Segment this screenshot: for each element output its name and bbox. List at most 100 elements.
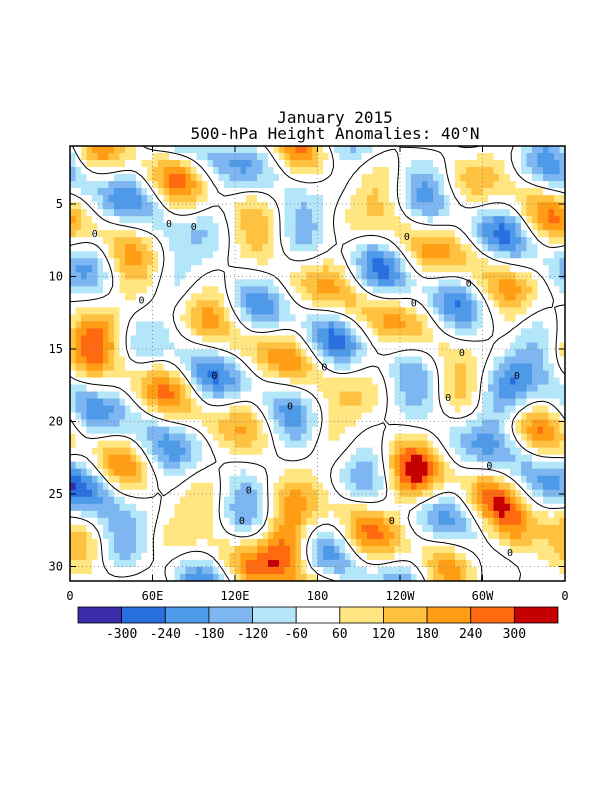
field-cell [125,244,132,252]
field-cell [103,314,110,323]
field-cell [438,307,445,315]
field-cell [108,524,115,533]
field-cell [86,496,93,505]
field-cell [158,384,165,393]
field-cell [180,153,187,161]
field-cell [477,475,484,484]
field-cell [235,349,242,358]
field-cell [356,342,363,351]
field-cell [444,503,451,512]
field-cell [521,279,528,287]
field-cell [136,398,143,407]
field-cell [372,475,379,484]
field-cell [416,167,423,175]
field-cell [383,412,390,421]
field-cell [152,160,159,168]
field-cell [389,363,396,372]
field-cell [273,153,280,161]
field-cell [367,370,374,379]
field-cell [185,433,192,442]
field-cell [279,335,286,344]
field-cell [75,503,82,512]
field-cell [499,300,506,308]
field-cell [422,279,429,287]
field-cell [306,244,313,252]
field-cell [438,300,445,308]
field-cell [532,146,539,154]
field-cell [427,195,434,203]
field-cell [86,342,93,351]
field-cell [416,293,423,301]
field-cell [119,517,126,526]
field-cell [471,419,478,428]
field-cell [383,510,390,519]
field-cell [400,398,407,407]
field-cell [444,223,451,231]
field-cell [213,475,220,484]
field-cell [290,265,297,273]
field-cell [526,223,533,231]
field-cell [97,307,104,315]
field-cell [515,391,522,400]
field-cell [213,510,220,519]
field-cell [482,209,489,217]
field-cell [290,223,297,231]
field-cell [334,230,341,238]
field-cell [158,503,165,512]
field-cell [185,328,192,337]
field-cell [515,265,522,273]
field-cell [537,433,544,442]
field-cell [411,496,418,505]
field-cell [92,482,99,491]
field-cell [526,230,533,238]
field-cell [251,279,258,287]
field-cell [312,349,319,358]
field-cell [86,209,93,217]
field-cell [273,335,280,344]
field-cell [532,230,539,238]
field-cell [510,524,517,533]
field-cell [361,503,368,512]
field-cell [75,356,82,365]
field-cell [361,482,368,491]
field-cell [438,146,445,154]
field-cell [378,265,385,273]
field-cell [130,419,137,428]
field-cell [427,300,434,308]
field-cell [372,391,379,400]
field-cell [389,223,396,231]
field-cell [554,433,561,442]
field-cell [207,531,214,540]
field-cell [400,384,407,393]
field-cell [350,167,357,175]
field-cell [92,426,99,435]
field-cell [400,433,407,442]
field-cell [427,377,434,386]
field-cell [185,167,192,175]
field-cell [372,307,379,315]
field-cell [158,328,165,337]
field-cell [559,195,565,203]
field-cell [471,265,478,273]
field-cell [196,293,203,301]
field-cell [433,419,440,428]
field-cell [262,272,269,280]
field-cell [251,475,258,484]
field-cell [356,244,363,252]
field-cell [510,216,517,224]
field-cell [86,181,93,189]
field-cell [400,195,407,203]
field-cell [290,342,297,351]
field-cell [262,370,269,379]
field-cell [532,370,539,379]
field-cell [449,524,456,533]
field-cell [86,167,93,175]
field-cell [174,223,181,231]
field-cell [477,258,484,266]
field-cell [323,251,330,259]
field-cell [163,524,170,533]
field-cell [114,202,121,210]
field-cell [119,230,126,238]
field-cell [328,314,335,323]
field-cell [240,342,247,351]
